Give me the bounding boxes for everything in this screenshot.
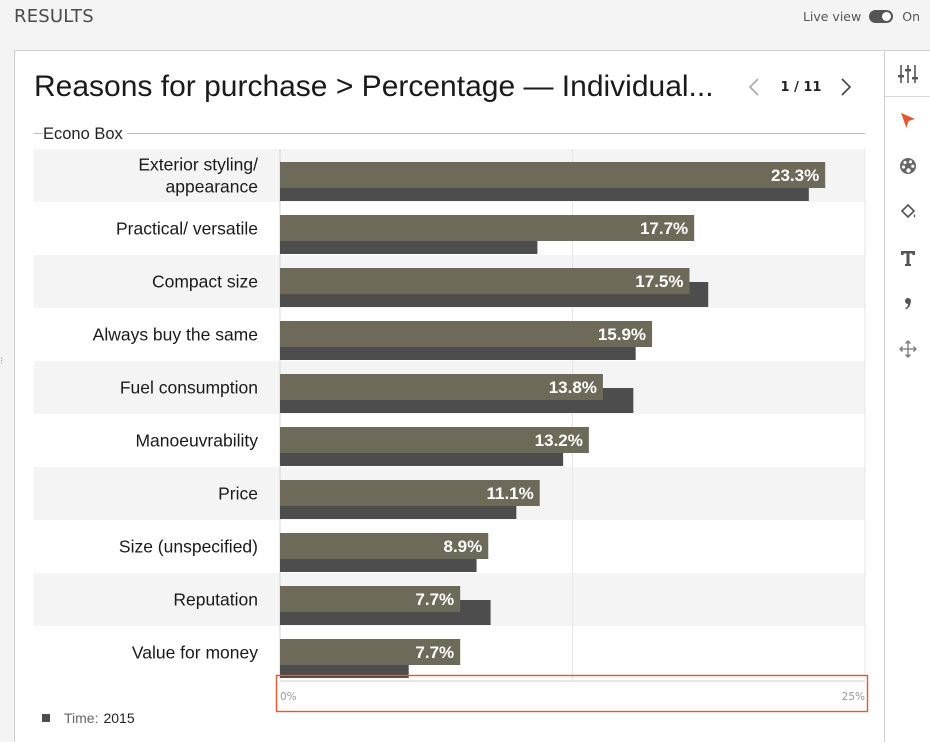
legend-swatch xyxy=(42,714,50,722)
palette-icon[interactable] xyxy=(885,151,930,181)
data-label: 17.5% xyxy=(635,272,683,291)
live-view-control: Live view On xyxy=(803,9,920,24)
data-label: 8.9% xyxy=(444,537,483,556)
paint-bucket-icon[interactable] xyxy=(885,197,930,227)
bar xyxy=(280,586,461,612)
chevron-right-icon xyxy=(841,78,852,96)
pointer-icon[interactable] xyxy=(885,106,930,136)
page-separator: / xyxy=(794,79,799,95)
bar xyxy=(280,427,589,453)
move-icon[interactable] xyxy=(885,334,930,364)
group-divider xyxy=(34,133,865,134)
category-label: Manoeuvrability xyxy=(135,431,258,451)
panel-resize-handle[interactable]: ⁝ xyxy=(0,356,4,367)
category-label: Practical/ versatile xyxy=(116,219,258,239)
category-label: Price xyxy=(218,484,258,504)
live-view-label: Live view xyxy=(802,9,862,24)
live-view-toggle[interactable] xyxy=(869,10,894,23)
bar xyxy=(280,162,826,188)
category-label: Fuel consumption xyxy=(120,378,258,398)
data-label: 7.7% xyxy=(415,590,454,609)
chart-toolbar xyxy=(885,50,930,742)
live-view-state: On xyxy=(902,9,920,24)
category-label: Compact size xyxy=(152,272,258,292)
data-label: 13.8% xyxy=(549,378,597,397)
data-label: 15.9% xyxy=(598,325,646,344)
category-label: Exterior styling/appearance xyxy=(138,155,258,197)
category-label: Value for money xyxy=(132,643,258,663)
bar xyxy=(280,215,695,241)
data-label: 13.2% xyxy=(535,431,583,450)
data-label: 11.1% xyxy=(486,484,533,503)
legend: Time: 2015 xyxy=(42,710,135,726)
toolbar-divider xyxy=(885,96,930,97)
results-heading: RESULTS xyxy=(14,6,94,27)
bar xyxy=(280,480,540,506)
sliders-icon[interactable] xyxy=(885,59,930,89)
chevron-left-icon xyxy=(748,78,759,96)
category-label: Size (unspecified) xyxy=(119,537,258,557)
category-label: Reputation xyxy=(173,590,258,610)
data-label: 7.7% xyxy=(415,643,454,662)
tick-label: 25% xyxy=(842,691,865,703)
previous-page-button[interactable] xyxy=(745,74,763,100)
page-total: 11 xyxy=(803,79,822,95)
bar xyxy=(280,533,489,559)
category-label: Always buy the same xyxy=(93,325,258,345)
group-label: Econo Box xyxy=(43,125,127,144)
data-label: 17.7% xyxy=(640,219,688,238)
next-page-button[interactable] xyxy=(837,74,855,100)
comma-icon[interactable] xyxy=(885,288,930,318)
page-indicator: 1 / 11 xyxy=(781,80,822,95)
text-icon[interactable] xyxy=(885,243,930,273)
bar xyxy=(280,374,603,400)
tick-label: 0% xyxy=(280,691,297,703)
legend-label: Time: xyxy=(64,710,99,726)
bar xyxy=(280,321,653,347)
legend-value: 2015 xyxy=(103,710,135,726)
chart-title: Reasons for purchase > Percentage — Indi… xyxy=(34,70,714,103)
bar xyxy=(280,268,690,294)
pager: 1 / 11 xyxy=(745,72,855,102)
data-label: 23.3% xyxy=(771,166,819,185)
bar xyxy=(280,639,461,665)
axis-selection-box xyxy=(275,674,869,713)
page-current: 1 xyxy=(780,79,790,95)
